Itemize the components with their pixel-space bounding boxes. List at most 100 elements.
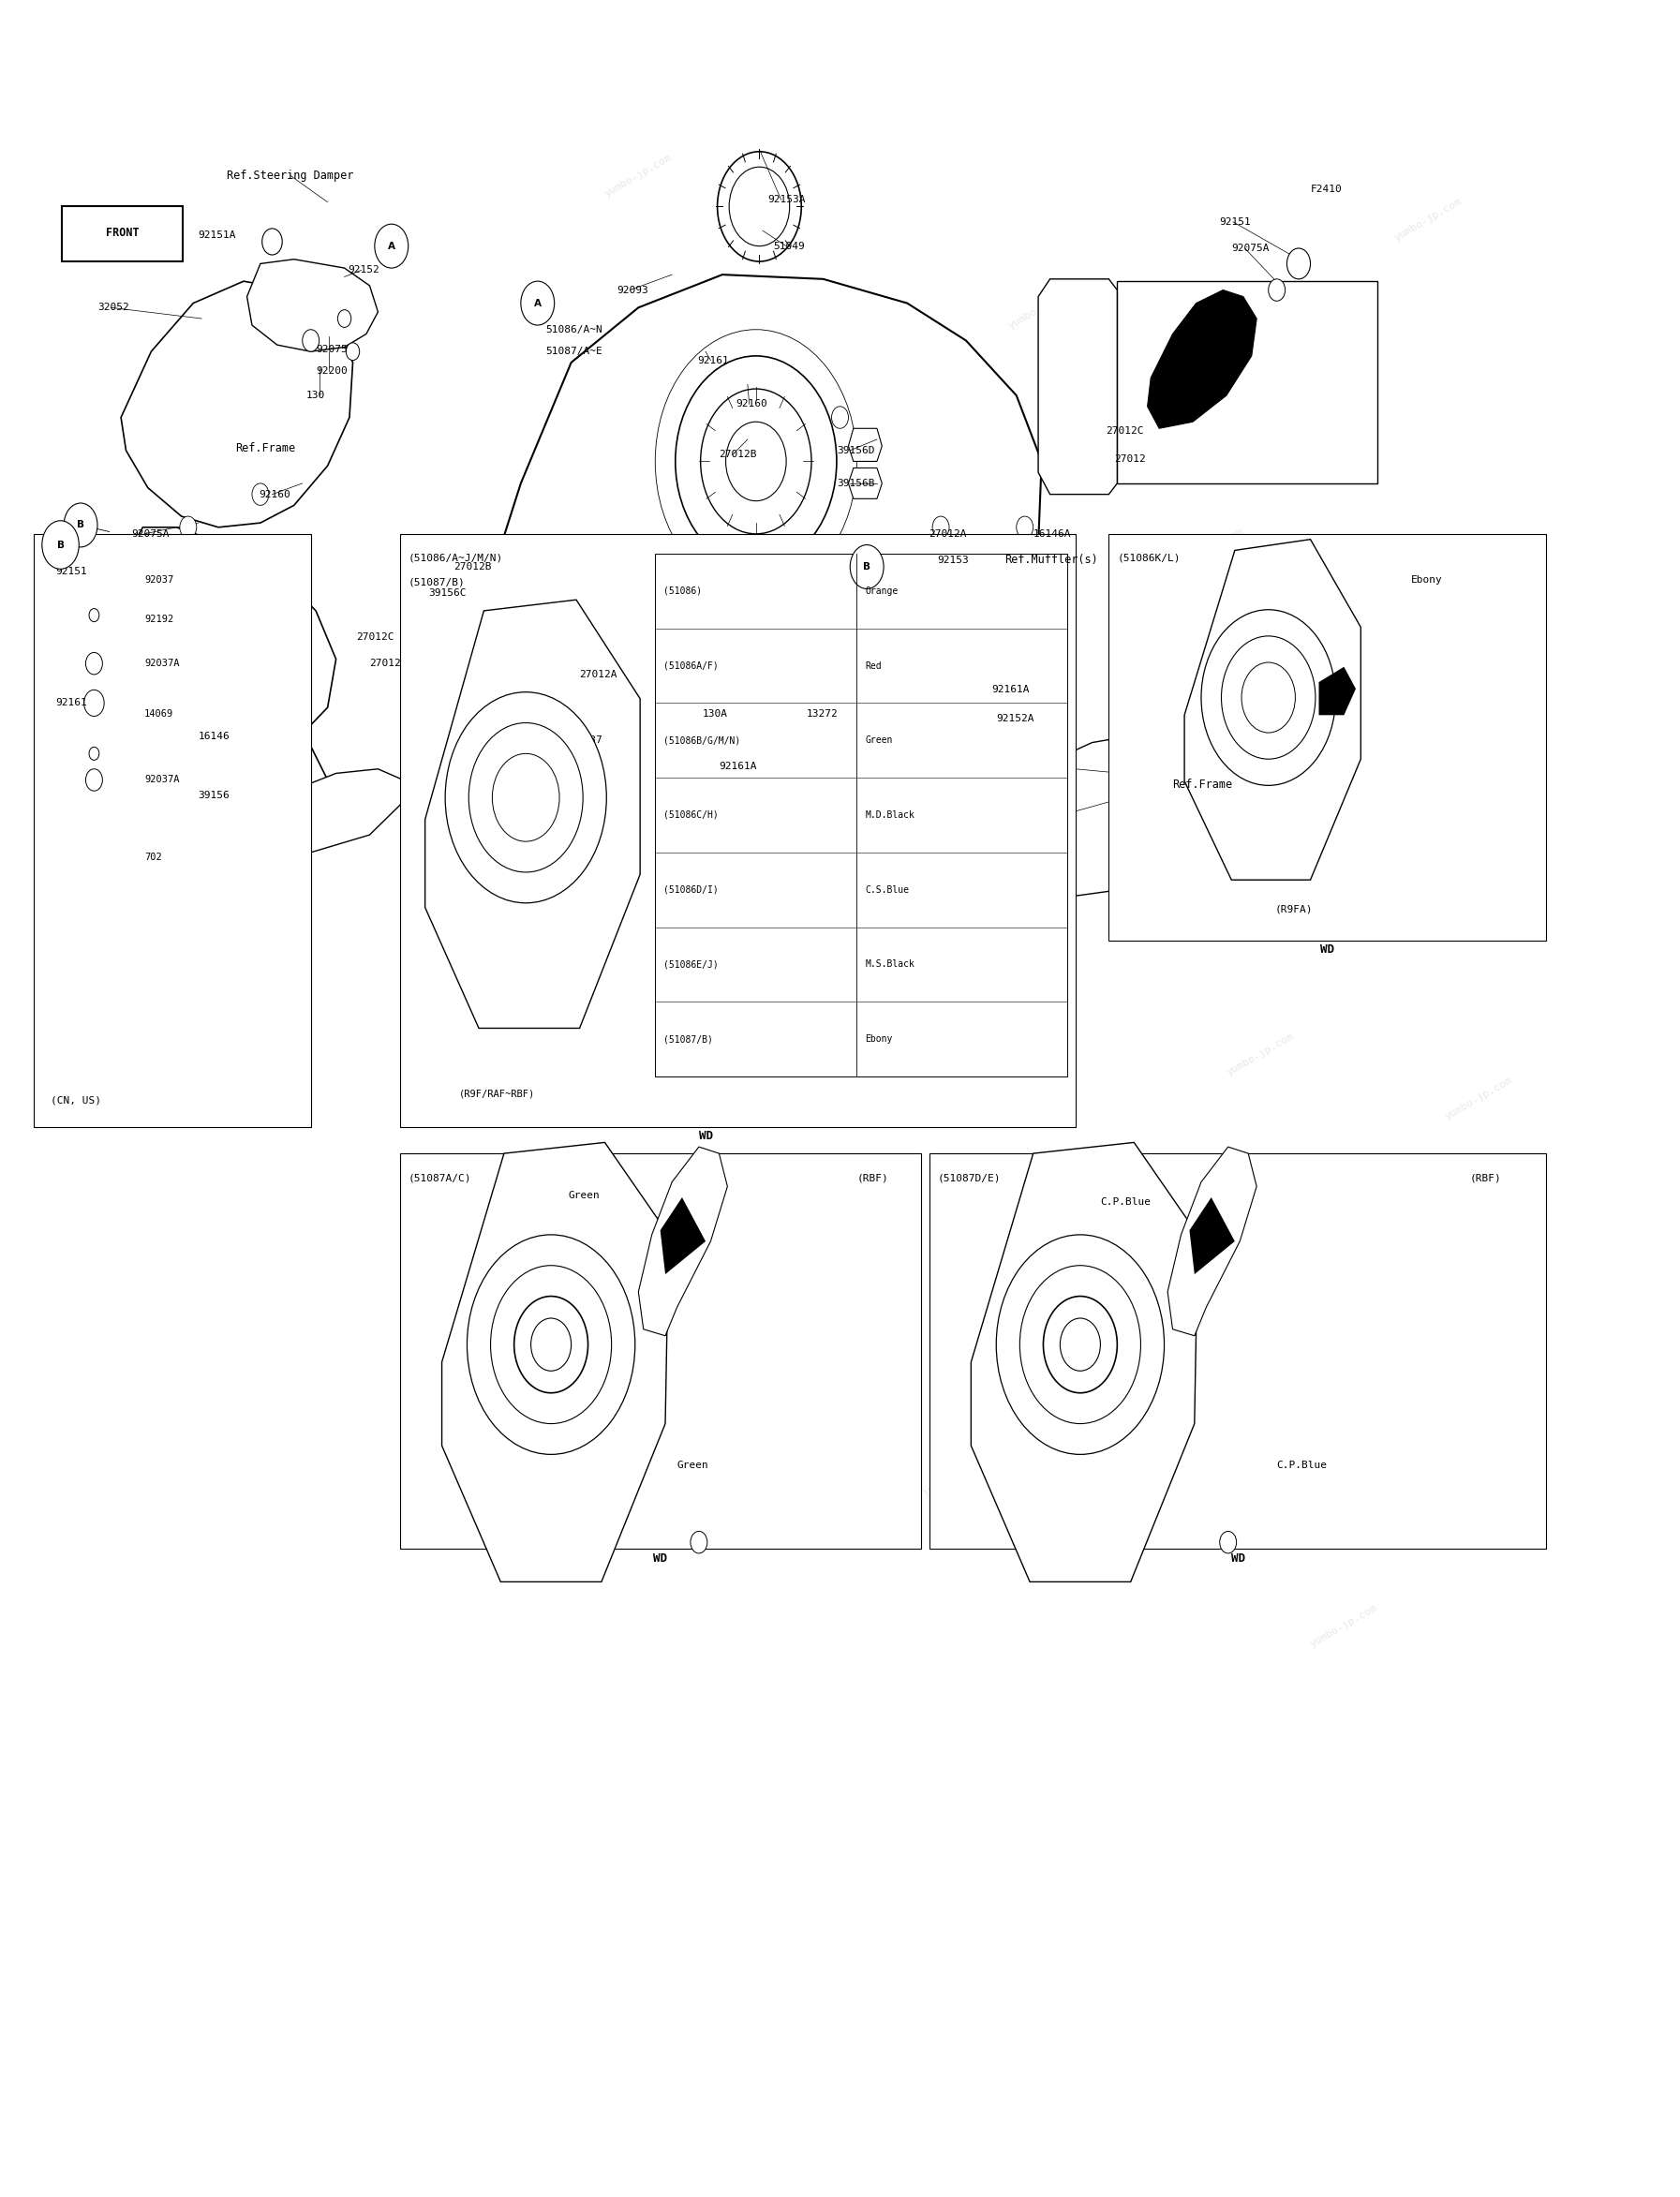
Text: 27012B: 27012B (454, 562, 492, 571)
Text: 13272: 13272 (806, 710, 838, 718)
Text: A: A (388, 242, 395, 250)
Circle shape (42, 521, 79, 569)
Circle shape (1060, 1318, 1100, 1371)
Text: Ref.Steering Damper: Ref.Steering Damper (227, 169, 354, 182)
Circle shape (1201, 609, 1336, 784)
Text: (51087/B): (51087/B) (664, 1035, 712, 1044)
Text: 92037A: 92037A (144, 659, 180, 668)
Text: yumbo-jp.com: yumbo-jp.com (603, 154, 674, 198)
Text: (R9F/RAF~RBF): (R9F/RAF~RBF) (459, 1090, 534, 1098)
Text: yumbo-jp.com: yumbo-jp.com (771, 901, 842, 945)
Circle shape (469, 723, 583, 872)
Text: FRONT: FRONT (106, 226, 139, 239)
Text: (CN, US): (CN, US) (50, 1096, 101, 1105)
Polygon shape (660, 1197, 706, 1274)
Circle shape (106, 556, 123, 578)
Polygon shape (59, 615, 328, 857)
Text: 92161A: 92161A (719, 762, 758, 771)
Polygon shape (1189, 1197, 1235, 1274)
Text: 92152A: 92152A (996, 714, 1035, 723)
Polygon shape (638, 1147, 727, 1336)
Text: M.S.Black: M.S.Black (865, 960, 914, 969)
Circle shape (1220, 1531, 1236, 1553)
Text: (51086): (51086) (664, 587, 702, 595)
Text: (51086A/F): (51086A/F) (664, 661, 719, 670)
Text: 51087/A~E: 51087/A~E (546, 347, 603, 356)
Text: yumbo-jp.com: yumbo-jp.com (1477, 637, 1547, 681)
FancyBboxPatch shape (929, 1153, 1546, 1549)
Text: 39156A: 39156A (534, 710, 573, 718)
Text: 92153A: 92153A (768, 196, 806, 204)
Text: Ref.Frame: Ref.Frame (1173, 778, 1233, 791)
Text: 92192: 92192 (144, 615, 173, 624)
Text: yumbo-jp.com: yumbo-jp.com (603, 637, 674, 681)
Text: yumbo-jp.com: yumbo-jp.com (1309, 1604, 1379, 1648)
Polygon shape (479, 275, 1042, 773)
Text: 32052: 32052 (97, 303, 129, 312)
Circle shape (1221, 637, 1315, 760)
Text: 27012B: 27012B (719, 450, 758, 459)
Text: 702: 702 (144, 852, 161, 861)
Circle shape (850, 545, 884, 589)
Text: Ref.Frame: Ref.Frame (235, 442, 296, 455)
Polygon shape (425, 600, 640, 1028)
Text: yumbo-jp.com: yumbo-jp.com (670, 1186, 741, 1230)
Text: 16146: 16146 (198, 732, 230, 740)
Text: 702A: 702A (541, 762, 566, 771)
Text: 92075: 92075 (316, 345, 348, 354)
FancyBboxPatch shape (521, 593, 544, 620)
Text: 39156: 39156 (198, 791, 230, 800)
Text: (51086C/H): (51086C/H) (664, 811, 719, 819)
Circle shape (89, 609, 99, 622)
Text: 39156D: 39156D (837, 446, 875, 455)
Text: M.D.Black: M.D.Black (865, 811, 914, 819)
FancyBboxPatch shape (1117, 281, 1378, 483)
Polygon shape (1319, 668, 1356, 716)
Circle shape (109, 659, 126, 681)
Text: 27012: 27012 (370, 659, 402, 668)
Text: 16146A: 16146A (1033, 529, 1072, 538)
Text: B: B (77, 521, 84, 529)
Polygon shape (848, 428, 882, 461)
Text: 27012C: 27012C (356, 633, 395, 642)
Polygon shape (42, 769, 403, 852)
Text: (51086E/J): (51086E/J) (664, 960, 719, 969)
Circle shape (996, 1235, 1164, 1454)
Text: (R9FA): (R9FA) (1275, 905, 1312, 914)
Text: 92093: 92093 (617, 286, 648, 294)
Text: yumbo-jp.com: yumbo-jp.com (1225, 1033, 1295, 1077)
Circle shape (428, 556, 445, 578)
Circle shape (701, 389, 811, 534)
Text: 14069: 14069 (144, 710, 173, 718)
Text: 51049: 51049 (773, 242, 805, 250)
Text: 92037A: 92037A (144, 776, 180, 784)
Circle shape (1020, 1265, 1141, 1424)
Circle shape (729, 167, 790, 246)
Circle shape (180, 516, 197, 538)
Text: Orange: Orange (865, 587, 899, 595)
Text: yumbo-jp.com: yumbo-jp.com (805, 417, 875, 461)
Text: 92075A: 92075A (131, 529, 170, 538)
Circle shape (514, 1296, 588, 1393)
Text: 92152: 92152 (348, 266, 380, 275)
Circle shape (521, 281, 554, 325)
Text: 27012C: 27012C (1105, 426, 1144, 435)
Text: (51086/A~J/M/N): (51086/A~J/M/N) (408, 554, 502, 562)
Circle shape (302, 330, 319, 352)
Text: yumbo-jp.com: yumbo-jp.com (889, 1472, 959, 1516)
Circle shape (675, 356, 837, 567)
Circle shape (89, 747, 99, 760)
Polygon shape (442, 1142, 669, 1582)
Text: Ebony: Ebony (1411, 576, 1443, 584)
FancyBboxPatch shape (400, 1153, 921, 1549)
Text: WD: WD (654, 1551, 667, 1564)
Text: yumbo-jp.com: yumbo-jp.com (1393, 198, 1463, 242)
Text: Green: Green (677, 1461, 709, 1470)
Text: (RBF): (RBF) (857, 1173, 889, 1182)
Circle shape (655, 330, 857, 593)
Text: 92075A: 92075A (1231, 244, 1270, 253)
Text: 27012A: 27012A (580, 670, 618, 679)
Text: F2410: F2410 (1310, 185, 1342, 193)
Text: 92160: 92160 (259, 490, 291, 499)
Text: 92200: 92200 (316, 367, 348, 376)
